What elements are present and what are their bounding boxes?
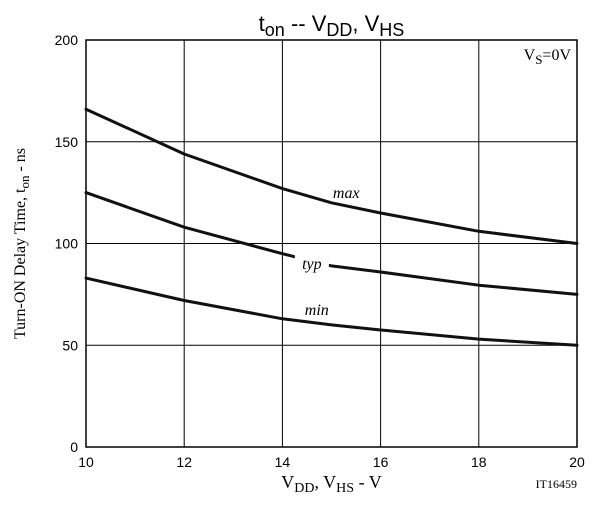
text-segment: on [265, 20, 285, 40]
text-segment: V [281, 472, 294, 492]
series-label-background [294, 255, 329, 276]
x-tick-label: 12 [176, 454, 192, 470]
x-axis-label: VDD, VHS - V [281, 472, 382, 496]
condition-annotation: VS=0V [524, 47, 572, 67]
text-segment: -- V [285, 11, 327, 36]
text-segment: =0V [542, 47, 571, 64]
text-segment: on [17, 175, 32, 189]
y-tick-label: 50 [62, 337, 78, 353]
text-segment: - ns [12, 148, 29, 176]
grid-lines [86, 40, 577, 447]
text-segment: , V [314, 472, 336, 492]
series-line-typ [84, 191, 579, 296]
text-segment: HS [336, 481, 354, 496]
text-segment: DD [326, 20, 352, 40]
series-label-min: min [305, 302, 329, 319]
y-tick-label: 150 [55, 134, 79, 150]
text-segment: Turn-ON Delay Time, t [12, 188, 29, 339]
text-segment: - V [354, 472, 382, 492]
y-tick-label: 0 [70, 439, 78, 455]
x-tick-label: 18 [471, 454, 487, 470]
text-segment: V [524, 47, 536, 64]
text-segment: , V [352, 11, 379, 36]
x-tick-label: 16 [373, 454, 389, 470]
figure-id: IT16459 [536, 477, 577, 491]
series-line-min [84, 276, 579, 347]
series-label-typ: typ [302, 256, 322, 273]
x-tick-label: 20 [569, 454, 585, 470]
chart-title: ton -- VDD, VHS [259, 11, 405, 40]
text-segment: DD [294, 481, 314, 496]
series-label-max: max [333, 185, 360, 202]
x-tick-label: 10 [78, 454, 94, 470]
series-lines [84, 107, 579, 347]
y-tick-label: 200 [55, 32, 79, 48]
text-segment: HS [379, 20, 404, 40]
text-segment: t [259, 11, 265, 36]
x-tick-label: 14 [275, 454, 291, 470]
series-line-max [84, 107, 579, 245]
text-segment: S [535, 52, 542, 67]
series-labels: max typ min [294, 185, 360, 319]
y-tick-label: 100 [55, 236, 79, 252]
y-axis-label: Turn-ON Delay Time, ton - ns [12, 148, 32, 339]
